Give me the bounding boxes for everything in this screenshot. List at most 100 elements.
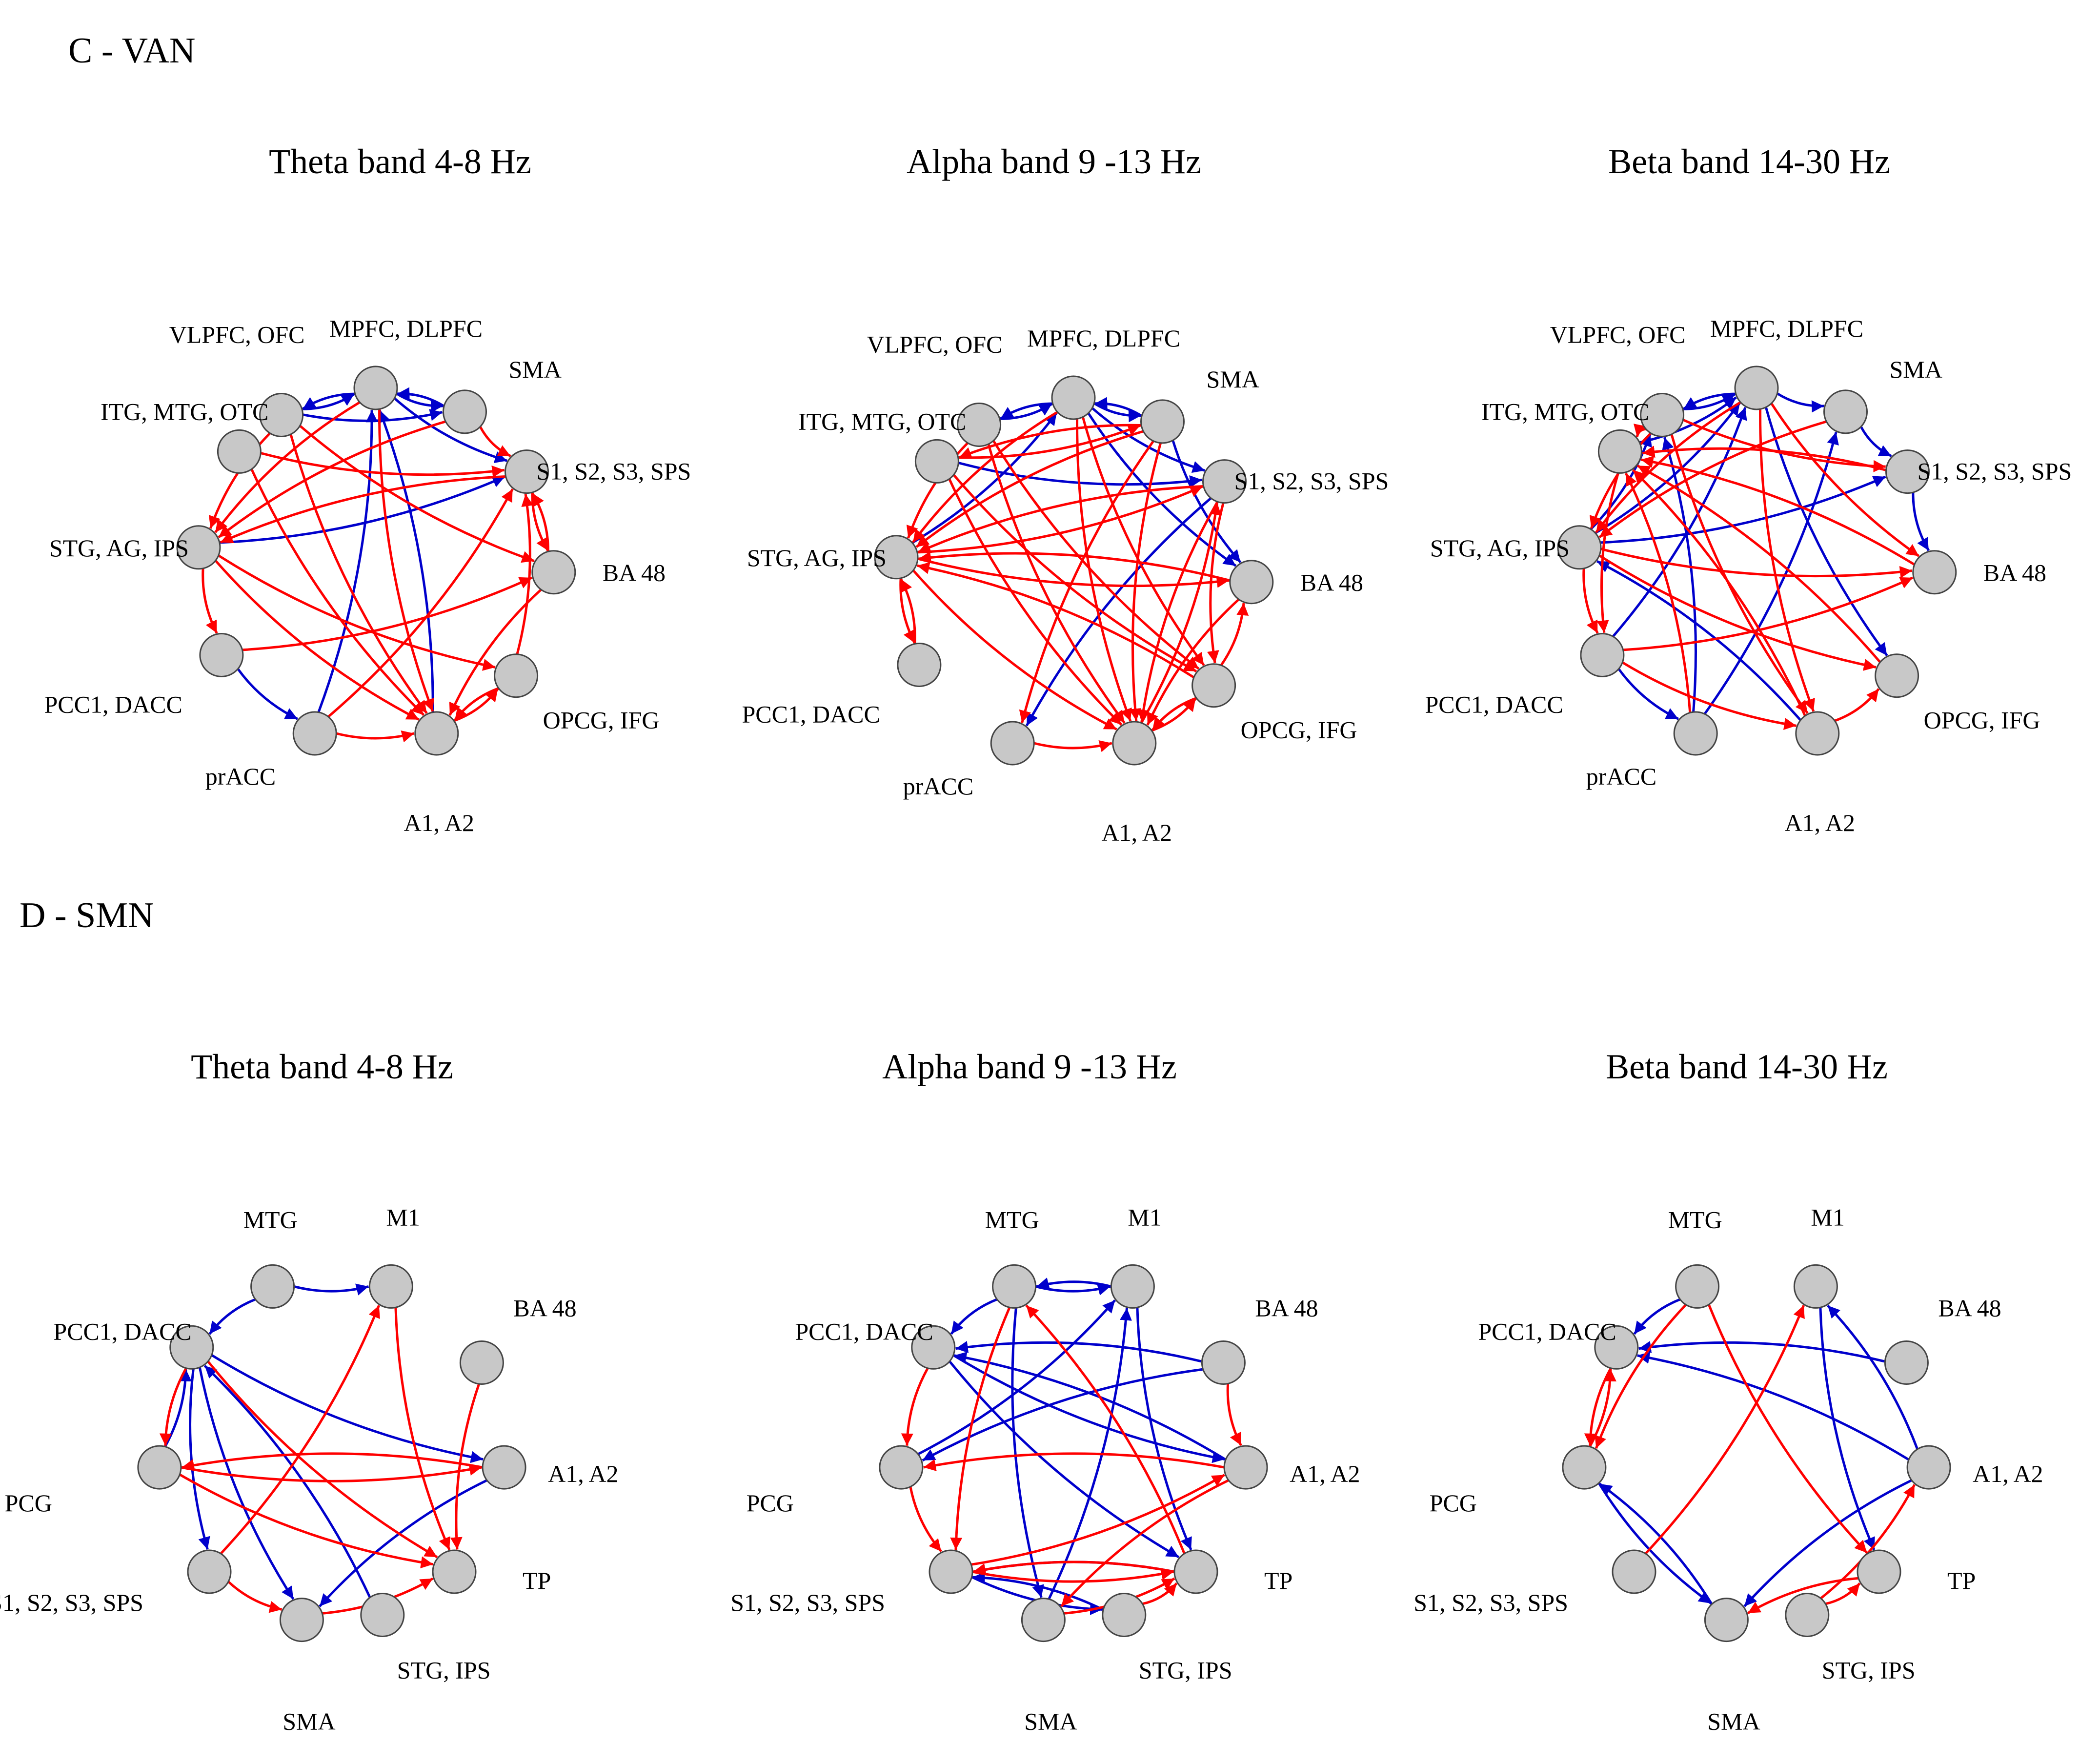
edge-sma-to-s1-s2-s3-sps-increase xyxy=(479,426,511,457)
edge-s1-s2-s3-sps-to-m1-increase xyxy=(220,1305,381,1555)
node-pracc xyxy=(1673,711,1718,756)
edge-stg-ips-to-tp-increase xyxy=(1825,1582,1861,1605)
edge-a1-a2-to-pcc1-dacc-decrease xyxy=(954,1352,1227,1461)
node-label-stg-ips: STG, IPS xyxy=(1139,1657,1232,1684)
edge-vlpfc-ofc-to-ba-48-increase xyxy=(299,425,535,563)
node-sma xyxy=(279,1598,324,1642)
node-pcc1-dacc xyxy=(169,1325,214,1370)
edge-ba-48-to-pcc1-dacc-decrease xyxy=(955,1340,1203,1363)
node-s1-s2-s3-sps xyxy=(505,449,549,494)
node-pcc1-dacc xyxy=(897,643,942,687)
edge-pcc1-dacc-to-pcg-increase xyxy=(159,1367,187,1446)
node-label-sma: SMA xyxy=(283,1708,335,1735)
node-label-pcg: PCG xyxy=(1430,1489,1477,1517)
edge-a1-a2-to-m1-decrease xyxy=(1826,1304,1919,1450)
node-stg-ips xyxy=(360,1593,405,1637)
node-label-s1-s2-s3-sps: S1, S2, S3, SPS xyxy=(1413,1589,1568,1616)
graph-panel-smn-alpha: MTG M1 BA 48 A1, A2 TP STG, IPS SMA S1, S2, S3,… xyxy=(730,1203,1360,1735)
edge-mtg-to-tp-increase xyxy=(1707,1304,1868,1554)
node-label-opcg-ifg: OPCG, IFG xyxy=(1241,716,1357,744)
edge-ba-48-to-pcc1-dacc-decrease xyxy=(1638,1340,1886,1363)
node-ba-48 xyxy=(1912,550,1957,595)
edge-mpfc-dlpfc-to-stg-ag-ips-increase xyxy=(214,401,361,533)
edge-vlpfc-ofc-to-a1-a2-increase xyxy=(987,444,1126,724)
edge-pcg-to-pcc1-dacc-increase xyxy=(1589,1369,1616,1447)
edge-s1-s2-s3-sps-to-ba-48-decrease xyxy=(1912,492,1930,551)
edge-mtg-to-pcg-increase xyxy=(1595,1303,1687,1449)
node-vlpfc-ofc xyxy=(957,403,1002,447)
node-s1-s2-s3-sps xyxy=(187,1549,232,1594)
edge-pcc1-dacc-to-stg-ag-ips-increase xyxy=(900,578,916,644)
edge-vlpfc-ofc-to-itg-mtg-otc-increase xyxy=(1634,424,1646,437)
node-itg-mtg-otc xyxy=(217,429,262,474)
node-label-a1-a2: A1, A2 xyxy=(1973,1460,2043,1487)
node-label-pracc: prACC xyxy=(903,772,973,800)
node-label-pcc1-dacc: PCC1, DACC xyxy=(1425,691,1563,718)
edge-mpfc-dlpfc-to-sma-decrease xyxy=(1777,392,1824,413)
node-itg-mtg-otc xyxy=(914,439,959,484)
node-label-pcc1-dacc: PCC1, DACC xyxy=(742,701,880,728)
edge-pcg-to-a1-a2-increase xyxy=(181,1463,482,1482)
node-ba-48 xyxy=(459,1340,504,1385)
node-label-pcc1-dacc: PCC1, DACC xyxy=(795,1318,933,1345)
edge-sma-to-a1-a2-increase xyxy=(1129,443,1162,721)
node-label-itg-mtg-otc: ITG, MTG, OTC xyxy=(101,398,268,425)
node-label-itg-mtg-otc: ITG, MTG, OTC xyxy=(1481,398,1649,425)
edge-stg-ag-ips-to-pcc1-dacc-increase xyxy=(1582,568,1599,634)
edge-opcg-ifg-to-itg-mtg-otc-increase xyxy=(1636,465,1881,663)
node-label-ba-48: BA 48 xyxy=(603,559,666,587)
panel-title-van-beta: Beta band 14-30 Hz xyxy=(1608,142,1890,181)
node-pcg xyxy=(879,1445,924,1490)
node-ba-48 xyxy=(1229,560,1274,605)
node-label-mtg: MTG xyxy=(985,1206,1039,1233)
node-label-pcg: PCG xyxy=(5,1489,52,1517)
edge-pcc1-dacc-to-ba-48-increase xyxy=(242,576,533,651)
node-label-vlpfc-ofc: VLPFC, OFC xyxy=(169,321,305,348)
section-label-smn: D - SMN xyxy=(20,895,154,935)
edge-stg-ag-ips-to-ba-48-increase xyxy=(1600,547,1913,578)
edge-ba-48-to-a1-a2-increase xyxy=(1146,598,1240,726)
node-label-opcg-ifg: OPCG, IFG xyxy=(543,707,660,734)
edge-stg-ips-to-tp-increase xyxy=(1142,1582,1178,1605)
edge-vlpfc-ofc-to-mpfc-dlpfc-decrease xyxy=(1682,393,1736,410)
edge-pracc-to-sma-decrease xyxy=(1703,431,1839,715)
edge-stg-ag-ips-to-pcc1-dacc-increase xyxy=(202,568,218,634)
node-label-mpfc-dlpfc: MPFC, DLPFC xyxy=(1027,324,1180,352)
edge-itg-mtg-otc-to-a1-a2-increase xyxy=(250,468,425,716)
edge-m1-to-tp-decrease xyxy=(1136,1307,1192,1551)
node-pcc1-dacc xyxy=(1580,633,1625,677)
node-label-sma: SMA xyxy=(1207,365,1259,393)
edge-itg-mtg-otc-to-mpfc-dlpfc-decrease xyxy=(1639,396,1737,444)
node-mpfc-dlpfc xyxy=(1734,365,1779,410)
edge-sma-to-s1-s2-s3-sps-decrease xyxy=(1859,426,1892,457)
node-label-s1-s2-s3-sps: S1, S2, S3, SPS xyxy=(0,1589,143,1616)
edge-vlpfc-ofc-to-a1-a2-increase xyxy=(1670,434,1809,714)
graph-panel-van-theta: VLPFC, OFC MPFC, DLPFC SMA S1, S2, S3, SPS B… xyxy=(44,315,691,836)
node-opcg-ifg xyxy=(494,653,539,698)
edge-s1-s2-s3-sps-to-a1-a2-increase xyxy=(1137,501,1219,722)
edge-mtg-to-m1-decrease xyxy=(1035,1283,1111,1296)
edge-sma-to-mpfc-dlpfc-decrease xyxy=(397,387,445,407)
node-label-s1-s2-s3-sps: S1, S2, S3, SPS xyxy=(537,458,691,485)
edge-s1-s2-s3-sps-to-tp-increase xyxy=(972,1568,1174,1583)
node-stg-ag-ips xyxy=(176,525,221,570)
edge-mtg-to-s1-s2-s3-sps-increase xyxy=(950,1307,1011,1550)
edge-sma-to-m1-decrease xyxy=(1048,1308,1132,1600)
node-mpfc-dlpfc xyxy=(353,365,398,410)
edge-sma-to-pracc-increase xyxy=(1019,440,1154,723)
node-stg-ips xyxy=(1785,1593,1830,1637)
node-a1-a2 xyxy=(1906,1445,1951,1490)
node-label-mtg: MTG xyxy=(1668,1206,1722,1233)
node-label-pcc1-dacc: PCC1, DACC xyxy=(53,1318,191,1345)
panel-title-smn-beta: Beta band 14-30 Hz xyxy=(1606,1047,1888,1086)
edge-pcc1-dacc-to-pcg-increase xyxy=(901,1367,929,1446)
edge-pracc-to-a1-a2-increase xyxy=(336,730,415,743)
edge-a1-a2-to-sma-increase xyxy=(1060,1479,1229,1607)
node-label-pcg: PCG xyxy=(747,1489,794,1517)
edge-stg-ips-to-s1-s2-s3-sps-decrease xyxy=(972,1571,1104,1611)
edge-s1-s2-s3-sps-to-stg-ag-ips-increase xyxy=(220,475,506,544)
edge-ba-48-to-a1-a2-increase xyxy=(1226,1383,1242,1446)
node-vlpfc-ofc xyxy=(259,393,304,437)
node-label-pracc: prACC xyxy=(205,763,276,790)
